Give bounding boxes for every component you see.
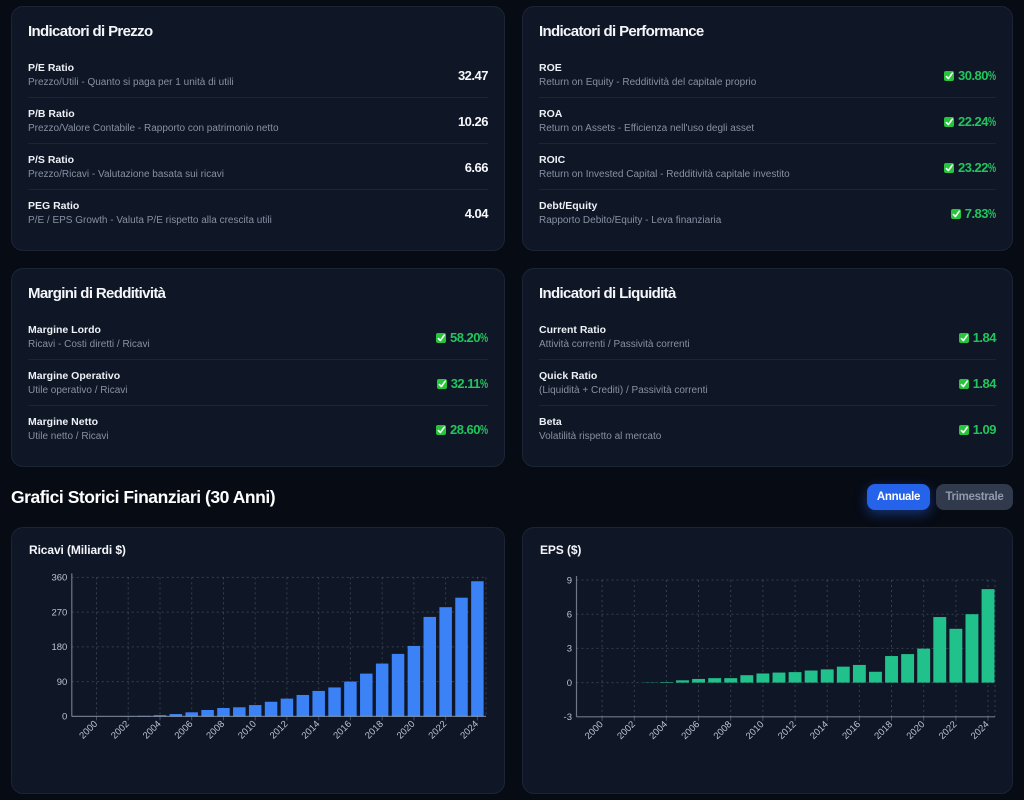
svg-text:2002: 2002 bbox=[615, 719, 638, 742]
svg-text:0: 0 bbox=[567, 678, 572, 689]
svg-text:2014: 2014 bbox=[808, 719, 831, 742]
svg-text:2010: 2010 bbox=[236, 719, 259, 742]
svg-text:2022: 2022 bbox=[937, 719, 960, 742]
svg-text:2012: 2012 bbox=[268, 719, 291, 742]
svg-text:2008: 2008 bbox=[204, 719, 227, 742]
svg-text:6: 6 bbox=[567, 610, 572, 621]
svg-text:9: 9 bbox=[567, 575, 572, 586]
svg-text:2018: 2018 bbox=[872, 719, 895, 742]
svg-text:2020: 2020 bbox=[395, 719, 418, 742]
svg-text:2004: 2004 bbox=[647, 719, 670, 742]
svg-text:2020: 2020 bbox=[905, 719, 928, 742]
svg-text:-3: -3 bbox=[564, 712, 572, 723]
svg-text:2006: 2006 bbox=[679, 719, 702, 742]
svg-text:2024: 2024 bbox=[458, 719, 481, 742]
svg-text:2008: 2008 bbox=[712, 719, 735, 742]
svg-text:2004: 2004 bbox=[141, 719, 164, 742]
svg-text:360: 360 bbox=[51, 573, 67, 584]
svg-text:2022: 2022 bbox=[426, 719, 449, 742]
svg-text:2016: 2016 bbox=[331, 719, 354, 742]
svg-text:270: 270 bbox=[51, 607, 67, 618]
svg-text:2000: 2000 bbox=[583, 719, 606, 742]
svg-text:2006: 2006 bbox=[173, 719, 196, 742]
svg-text:2018: 2018 bbox=[363, 719, 386, 742]
svg-text:2002: 2002 bbox=[109, 719, 132, 742]
svg-text:2010: 2010 bbox=[744, 719, 767, 742]
svg-text:90: 90 bbox=[57, 677, 68, 688]
svg-text:2016: 2016 bbox=[840, 719, 863, 742]
svg-text:180: 180 bbox=[51, 642, 67, 653]
svg-text:2000: 2000 bbox=[77, 719, 100, 742]
svg-text:2014: 2014 bbox=[300, 719, 323, 742]
svg-text:3: 3 bbox=[567, 644, 572, 655]
svg-text:2012: 2012 bbox=[776, 719, 799, 742]
svg-text:0: 0 bbox=[62, 712, 67, 723]
svg-text:2024: 2024 bbox=[969, 719, 992, 742]
